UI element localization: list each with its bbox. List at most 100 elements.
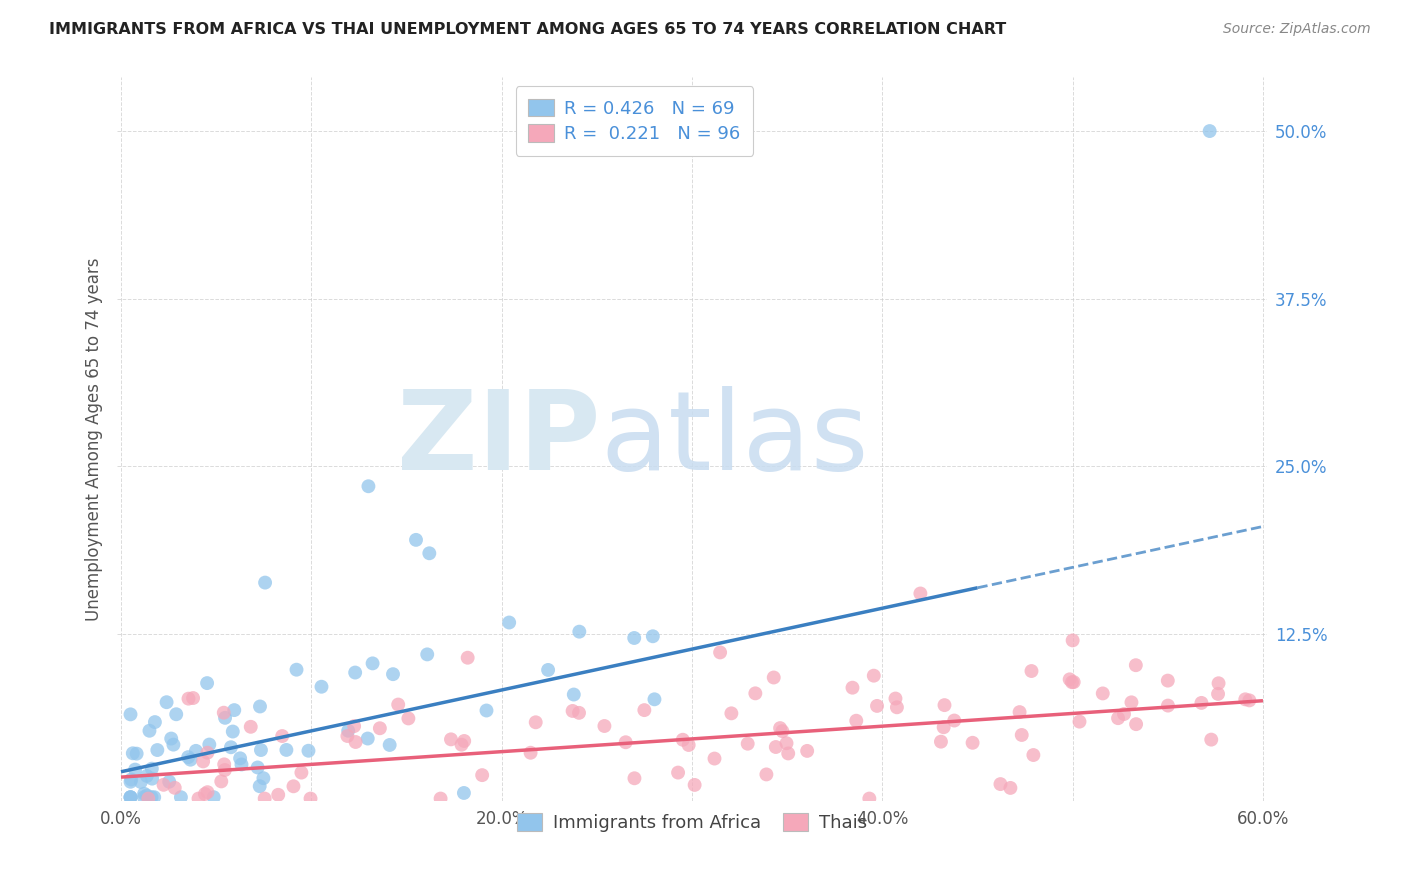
- Point: [498, 615, 520, 630]
- Point: [561, 704, 583, 718]
- Point: [1011, 728, 1033, 742]
- Point: [129, 775, 152, 789]
- Point: [762, 671, 785, 685]
- Point: [471, 768, 494, 782]
- Point: [720, 706, 742, 721]
- Point: [254, 575, 277, 590]
- Point: [343, 719, 366, 733]
- Point: [231, 757, 253, 772]
- Point: [197, 785, 219, 799]
- Point: [623, 631, 645, 645]
- Point: [593, 719, 616, 733]
- Point: [143, 790, 166, 805]
- Point: [396, 711, 419, 725]
- Point: [285, 663, 308, 677]
- Point: [299, 791, 322, 805]
- Point: [250, 743, 273, 757]
- Point: [910, 586, 932, 600]
- Point: [143, 715, 166, 730]
- Point: [1069, 714, 1091, 729]
- Point: [214, 711, 236, 725]
- Point: [862, 668, 884, 682]
- Point: [1206, 687, 1229, 701]
- Point: [194, 787, 217, 801]
- Point: [212, 757, 235, 772]
- Text: IMMIGRANTS FROM AFRICA VS THAI UNEMPLOYMENT AMONG AGES 65 TO 74 YEARS CORRELATIO: IMMIGRANTS FROM AFRICA VS THAI UNEMPLOYM…: [49, 22, 1007, 37]
- Point: [283, 780, 305, 794]
- Point: [440, 732, 463, 747]
- Point: [932, 720, 955, 734]
- Point: [382, 667, 405, 681]
- Point: [453, 734, 475, 748]
- Point: [152, 778, 174, 792]
- Point: [475, 704, 498, 718]
- Point: [643, 692, 665, 706]
- Point: [157, 774, 180, 789]
- Point: [120, 774, 142, 789]
- Point: [202, 790, 225, 805]
- Point: [737, 737, 759, 751]
- Point: [884, 691, 907, 706]
- Point: [1008, 705, 1031, 719]
- Point: [132, 790, 155, 805]
- Point: [1060, 675, 1083, 690]
- Point: [1198, 124, 1220, 138]
- Point: [1157, 673, 1180, 688]
- Point: [1000, 780, 1022, 795]
- Point: [179, 753, 201, 767]
- Point: [623, 772, 645, 786]
- Point: [1021, 664, 1043, 678]
- Point: [1121, 695, 1143, 709]
- Point: [796, 744, 818, 758]
- Point: [249, 779, 271, 793]
- Point: [1125, 717, 1147, 731]
- Point: [224, 703, 246, 717]
- Point: [378, 738, 401, 752]
- Point: [1208, 676, 1230, 690]
- Point: [222, 724, 245, 739]
- Text: atlas: atlas: [600, 386, 869, 493]
- Point: [929, 734, 952, 748]
- Point: [141, 772, 163, 786]
- Point: [1063, 675, 1085, 690]
- Point: [184, 744, 207, 758]
- Point: [418, 546, 440, 560]
- Point: [162, 738, 184, 752]
- Point: [765, 739, 787, 754]
- Point: [138, 723, 160, 738]
- Point: [361, 657, 384, 671]
- Point: [177, 750, 200, 764]
- Point: [778, 747, 800, 761]
- Point: [755, 767, 778, 781]
- Point: [219, 740, 242, 755]
- Point: [672, 732, 695, 747]
- Point: [519, 746, 541, 760]
- Point: [934, 698, 956, 712]
- Point: [134, 787, 156, 801]
- Point: [357, 479, 380, 493]
- Point: [214, 763, 236, 777]
- Point: [1059, 673, 1081, 687]
- Point: [290, 765, 312, 780]
- Point: [1107, 711, 1129, 725]
- Point: [276, 743, 298, 757]
- Point: [246, 760, 269, 774]
- Point: [429, 791, 451, 805]
- Point: [453, 786, 475, 800]
- Point: [1125, 658, 1147, 673]
- Point: [568, 706, 591, 720]
- Point: [135, 789, 157, 803]
- Point: [614, 735, 637, 749]
- Point: [357, 731, 380, 746]
- Point: [170, 790, 193, 805]
- Point: [666, 765, 689, 780]
- Point: [1112, 706, 1135, 721]
- Point: [141, 762, 163, 776]
- Point: [683, 778, 706, 792]
- Point: [136, 791, 159, 805]
- Point: [641, 629, 664, 643]
- Point: [120, 790, 142, 805]
- Point: [858, 791, 880, 805]
- Point: [1022, 747, 1045, 762]
- Point: [336, 729, 359, 743]
